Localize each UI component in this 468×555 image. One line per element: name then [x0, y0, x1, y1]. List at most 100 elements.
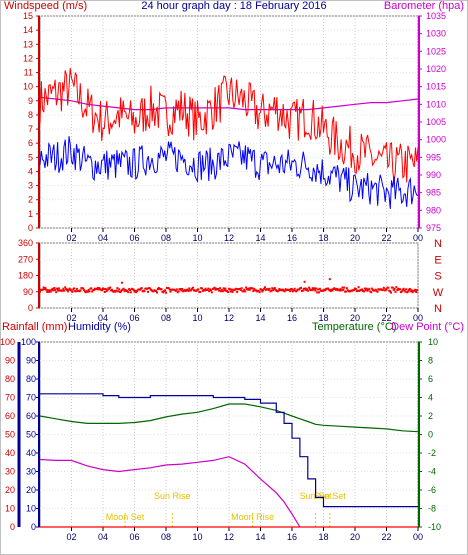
direction-point — [271, 287, 274, 290]
direction-point — [45, 288, 48, 291]
direction-point — [268, 287, 271, 290]
wind-y-tick-label: 10 — [23, 82, 33, 92]
direction-point — [364, 289, 367, 292]
direction-point — [243, 288, 246, 291]
direction-point — [123, 290, 126, 293]
direction-point — [318, 287, 321, 290]
direction-point — [252, 290, 255, 292]
direction-point — [402, 287, 405, 290]
wind-x-tick-label: 22 — [381, 233, 391, 243]
barometer-y-tick-label: 1035 — [426, 11, 446, 21]
direction-point — [73, 287, 76, 290]
direction-point — [231, 290, 234, 293]
direction-point — [201, 287, 203, 290]
direction-point — [399, 288, 401, 291]
direction-point — [187, 290, 190, 292]
direction-point — [203, 289, 206, 292]
direction-point — [118, 288, 121, 291]
direction-point — [404, 290, 407, 293]
direction-x-tick-label: 08 — [161, 313, 171, 323]
direction-point — [304, 287, 307, 290]
rainfall-y-tick-label: 30 — [5, 467, 15, 477]
direction-point — [292, 289, 295, 292]
wind-y-tick-label: 9 — [28, 96, 33, 106]
direction-point — [91, 290, 94, 293]
humidity-line — [40, 393, 418, 508]
direction-point — [97, 288, 100, 291]
direction-point — [75, 287, 78, 290]
direction-point — [316, 291, 319, 294]
barometer-line — [39, 96, 419, 111]
direction-point — [396, 289, 399, 291]
direction-point — [263, 287, 266, 290]
rainfall-y-tick-label: 20 — [5, 485, 15, 495]
direction-point — [340, 289, 343, 292]
direction-point — [206, 289, 209, 291]
direction-point — [387, 286, 390, 289]
direction-point — [208, 290, 211, 293]
direction-point — [116, 287, 119, 290]
direction-x-tick-label: 16 — [287, 313, 297, 323]
direction-point — [403, 289, 406, 292]
wind-x-tick-label: 00 — [413, 233, 423, 243]
direction-point — [135, 291, 138, 294]
direction-point — [303, 288, 306, 291]
temperature-y-tick-label: -10 — [428, 522, 441, 532]
graph-title: 24 hour graph day : 18 February 2016 — [141, 0, 326, 12]
direction-point — [210, 289, 212, 292]
direction-point — [122, 287, 125, 290]
humidity-y-tick-label: 20 — [26, 485, 36, 495]
direction-point — [354, 288, 357, 290]
direction-point — [327, 287, 329, 290]
direction-point — [312, 288, 315, 291]
direction-point — [207, 287, 210, 290]
th-x-tick-label: 18 — [318, 532, 328, 542]
barometer-y-tick-label: 1030 — [426, 29, 446, 39]
direction-point — [258, 291, 261, 294]
direction-point — [168, 288, 171, 291]
direction-point — [301, 289, 304, 292]
direction-point — [314, 289, 317, 292]
direction-point — [392, 289, 395, 291]
direction-point — [39, 290, 41, 293]
direction-point — [101, 289, 104, 292]
barometer-y-tick-label: 985 — [426, 188, 441, 198]
direction-x-tick-label: 22 — [381, 313, 391, 323]
direction-point — [272, 289, 275, 292]
direction-point — [365, 287, 368, 290]
direction-point — [219, 287, 221, 290]
wind-gust-line — [39, 68, 419, 184]
direction-point — [192, 286, 194, 289]
direction-point — [368, 287, 371, 290]
direction-point — [289, 290, 292, 293]
direction-point — [87, 288, 90, 291]
direction-point — [49, 290, 52, 293]
humidity-y-tick-label: 70 — [26, 393, 36, 403]
direction-point — [409, 290, 412, 293]
direction-point — [120, 290, 122, 293]
direction-point — [132, 288, 135, 291]
direction-point — [230, 288, 233, 291]
direction-point — [48, 289, 51, 292]
compass-label: S — [434, 271, 441, 283]
direction-point — [167, 287, 170, 289]
direction-point — [191, 287, 194, 290]
direction-point — [229, 290, 232, 293]
direction-point — [410, 289, 413, 292]
barometer-y-tick-label: 1025 — [426, 46, 446, 56]
wind-y-tick-label: 13 — [23, 39, 33, 49]
rainfall-y-tick-label: 60 — [5, 411, 15, 421]
direction-point — [86, 290, 89, 293]
barometer-y-tick-label: 1015 — [426, 82, 446, 92]
direction-point — [57, 287, 60, 290]
direction-point — [114, 290, 117, 293]
direction-y-tick-label: 90 — [23, 287, 33, 297]
direction-point — [222, 287, 225, 290]
windspeed-axis-label: Windspeed (m/s) — [4, 0, 87, 12]
direction-point — [181, 288, 184, 290]
direction-point — [111, 288, 113, 291]
direction-point — [244, 290, 247, 293]
direction-x-tick-label: 14 — [255, 313, 265, 323]
direction-point — [129, 291, 132, 294]
